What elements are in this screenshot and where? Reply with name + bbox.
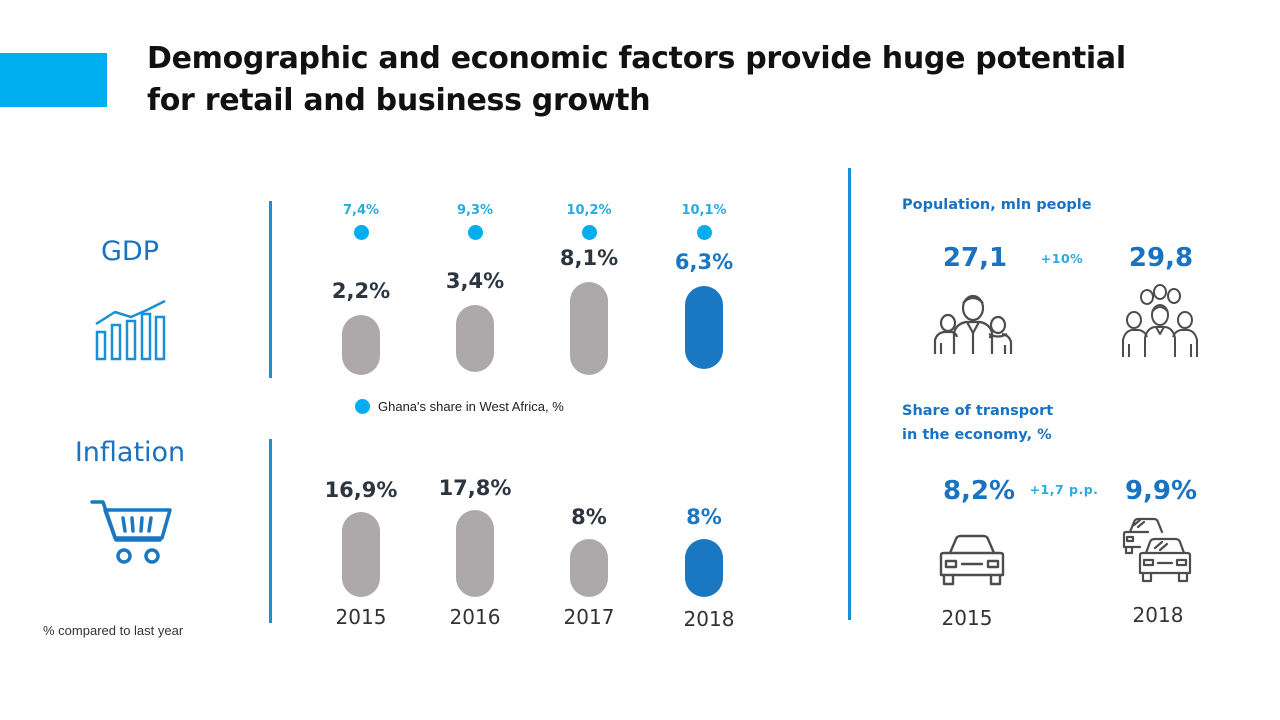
gdp-axis-line: [269, 201, 272, 378]
shopping-cart-icon: [90, 498, 174, 566]
accent-bar: [0, 53, 107, 107]
transport-2015-value: 8,2%: [942, 476, 1016, 506]
population-2015-value: 27,1: [942, 243, 1008, 273]
inflation-bar: [342, 512, 380, 597]
inflation-bar: [685, 539, 723, 597]
year-tick-label: 2016: [449, 605, 501, 629]
legend-dot: [355, 399, 370, 414]
share-dot: [697, 225, 712, 240]
gdp-label: GDP: [101, 236, 159, 267]
cars-icon: [1122, 517, 1192, 585]
car-icon: [938, 533, 1006, 587]
small-group-icon: [932, 293, 1014, 355]
year-tick-label: 2015: [335, 605, 387, 629]
share-dot: [582, 225, 597, 240]
year-tick-label: 2017: [563, 605, 615, 629]
year-tick-label: 2018: [683, 607, 735, 631]
legend-label: Ghana's share in West Africa, %: [378, 399, 564, 414]
transport-year-2015: 2015: [941, 606, 993, 630]
gdp-bar: [570, 282, 608, 375]
share-value-label: 9,3%: [456, 203, 494, 218]
share-value-label: 10,2%: [566, 203, 612, 218]
inflation-value-label: 16,9%: [324, 478, 398, 503]
population-label: Population, mln people: [902, 197, 1092, 213]
bar-chart-icon: [95, 298, 167, 362]
inflation-label: Inflation: [74, 437, 186, 468]
population-change: +10%: [1040, 251, 1084, 266]
gdp-bar: [456, 305, 494, 372]
gdp-value-label: 8,1%: [559, 246, 619, 271]
inflation-value-label: 8%: [571, 505, 607, 529]
share-dot: [354, 225, 369, 240]
footnote: % compared to last year: [43, 623, 184, 638]
share-value-label: 10,1%: [681, 203, 727, 218]
transport-2018-value: 9,9%: [1124, 476, 1198, 506]
transport-year-2018: 2018: [1132, 603, 1184, 627]
gdp-value-label: 6,3%: [674, 250, 734, 275]
inflation-value-label: 17,8%: [438, 475, 512, 500]
gdp-bar: [685, 286, 723, 369]
inflation-bar: [456, 509, 494, 597]
gdp-value-label: 3,4%: [445, 269, 505, 294]
section-divider: [848, 168, 851, 620]
transport-label-line2: in the economy, %: [902, 427, 1052, 443]
gdp-value-label: 2,2%: [331, 278, 391, 303]
inflation-axis-line: [269, 439, 272, 623]
share-dot: [468, 225, 483, 240]
inflation-bar: [570, 539, 608, 597]
large-group-icon: [1121, 282, 1199, 358]
inflation-value-label: 8%: [686, 505, 722, 529]
transport-change: +1,7 p.p.: [1029, 482, 1099, 497]
share-value-label: 7,4%: [342, 203, 380, 218]
transport-label-line1: Share of transport: [902, 403, 1054, 419]
population-2018-value: 29,8: [1128, 243, 1194, 273]
page-title: Demographic and economic factors provide…: [147, 41, 1126, 118]
gdp-bar: [342, 314, 380, 375]
